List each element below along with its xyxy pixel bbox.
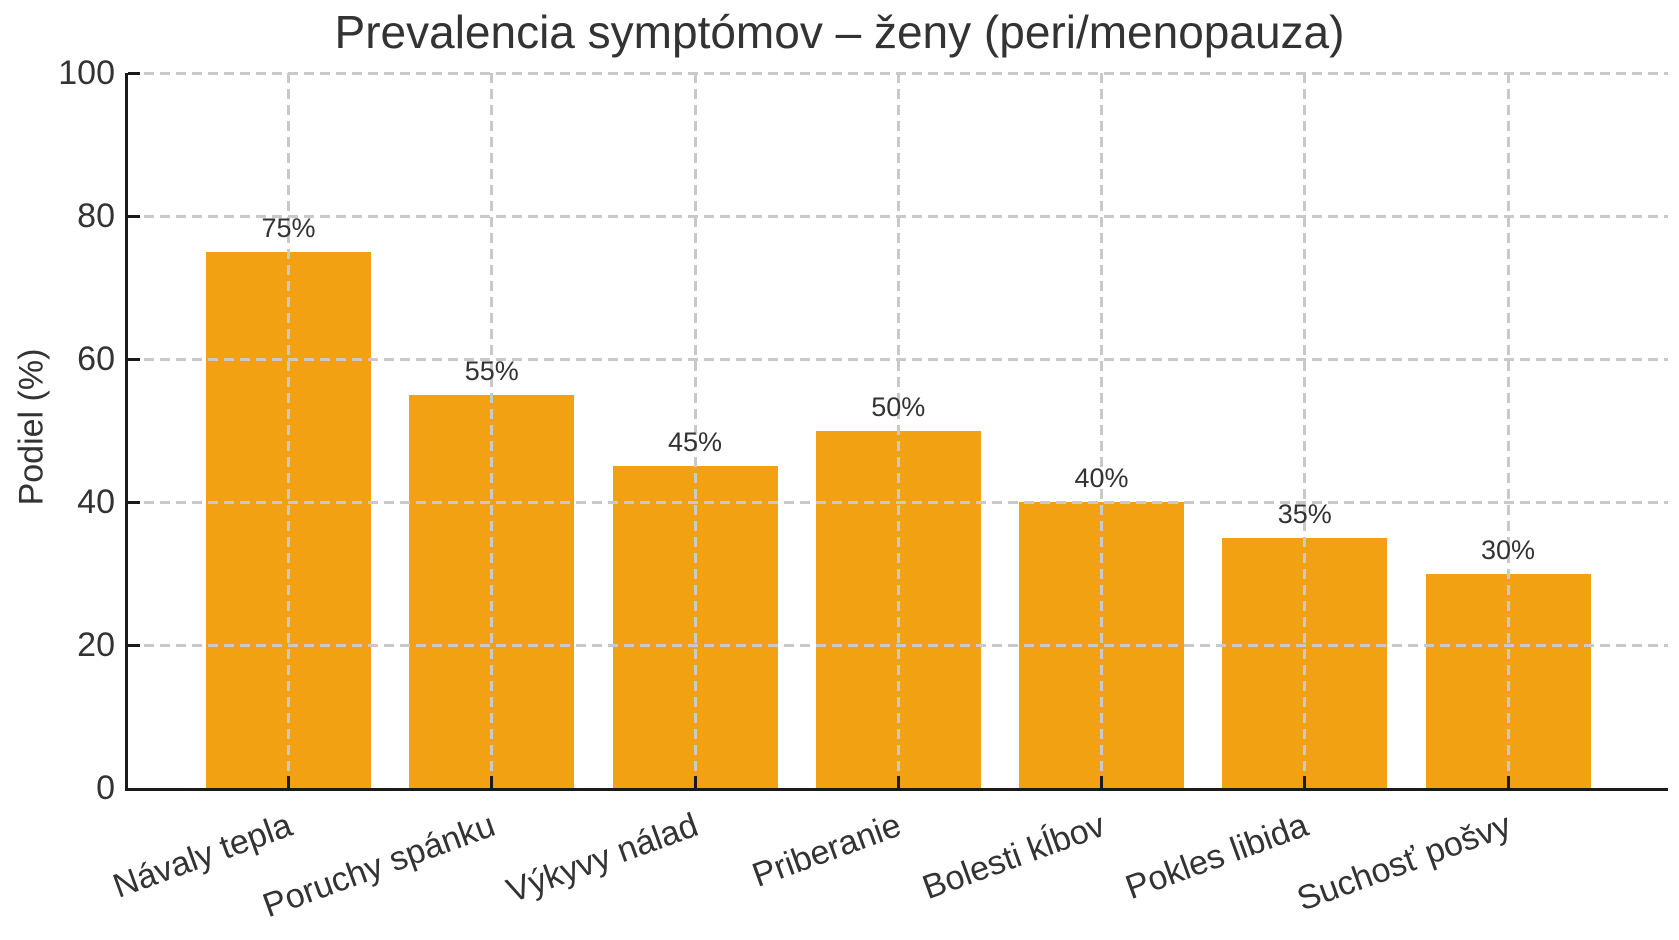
x-axis-tick	[1303, 776, 1307, 788]
bar-value-label: 30%	[1480, 534, 1536, 565]
bar-value-label: 55%	[464, 355, 519, 386]
gridline-vertical	[1506, 73, 1510, 788]
chart-title: Prevalencia symptómov – ženy (peri/menop…	[334, 6, 1345, 58]
y-axis-tick	[128, 643, 140, 647]
gridline-vertical	[490, 73, 494, 788]
y-tick-label: 60	[77, 340, 115, 378]
x-axis-tick	[490, 776, 494, 788]
gridline-vertical	[1303, 73, 1307, 788]
y-axis-tick	[128, 71, 140, 75]
bar-value-label: 75%	[261, 212, 316, 243]
y-axis-tick	[128, 357, 140, 361]
y-tick-label: 20	[77, 626, 115, 664]
y-axis-tick	[128, 500, 140, 504]
x-axis-tick	[1100, 776, 1103, 788]
bar-value-label: 40%	[1074, 463, 1129, 493]
bar-value-label: 45%	[667, 427, 723, 458]
y-tick-label: 40	[77, 483, 115, 521]
x-axis-tick	[1506, 776, 1510, 788]
gridline-vertical	[287, 73, 290, 788]
gridline-vertical	[693, 73, 697, 788]
bar-value-label: 50%	[871, 391, 926, 422]
x-axis-tick	[693, 776, 697, 788]
y-tick-label: 100	[58, 54, 115, 92]
plot-area: 75% 55% 45% 50% 40% 35% 30%	[125, 71, 1668, 791]
gridline-vertical	[1100, 73, 1103, 788]
x-axis-tick	[287, 776, 290, 788]
y-axis-tick	[128, 214, 140, 218]
y-tick-label: 0	[96, 769, 115, 807]
y-tick-label: 80	[77, 197, 115, 235]
gridline-vertical	[896, 73, 900, 788]
x-axis-tick	[896, 776, 900, 788]
bar-value-label: 35%	[1277, 498, 1332, 529]
